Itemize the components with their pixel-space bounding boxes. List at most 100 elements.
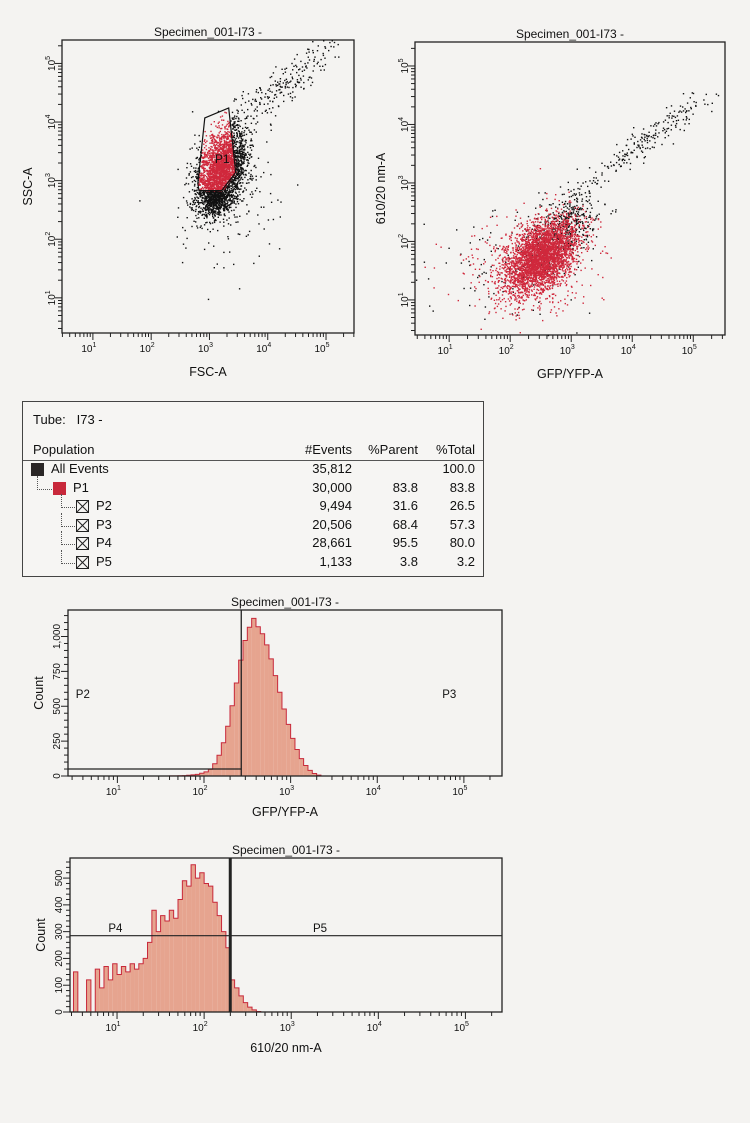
event-point <box>264 110 267 112</box>
event-point <box>221 194 223 196</box>
event-point <box>223 182 225 184</box>
event-point <box>563 210 565 212</box>
event-point <box>218 143 221 146</box>
event-point <box>232 156 234 158</box>
event-point <box>251 179 253 181</box>
event-point <box>224 152 227 155</box>
event-point <box>237 195 239 197</box>
event-point <box>223 175 225 178</box>
event-point <box>211 134 213 137</box>
event-point <box>230 190 232 192</box>
event-point <box>228 189 231 191</box>
event-point <box>237 120 239 122</box>
event-point <box>245 235 248 237</box>
event-point <box>304 62 306 65</box>
event-point <box>573 188 575 191</box>
event-point <box>255 123 257 125</box>
event-point <box>212 167 215 170</box>
y-tick-exponent: 2 <box>45 232 52 236</box>
y-tick-exponent: 4 <box>398 117 405 121</box>
event-point <box>588 225 590 228</box>
event-point <box>242 127 244 130</box>
event-point <box>460 262 463 264</box>
event-point <box>570 226 572 228</box>
event-point <box>212 195 214 197</box>
event-point <box>195 221 197 223</box>
event-point <box>244 169 246 172</box>
event-point <box>207 163 210 165</box>
y-tick-exponent: 2 <box>398 234 405 238</box>
event-point <box>683 129 685 132</box>
event-point <box>231 191 234 194</box>
event-point <box>650 125 652 127</box>
event-point <box>228 180 231 183</box>
event-point <box>322 52 324 55</box>
event-point <box>208 180 211 182</box>
event-point <box>216 171 218 174</box>
event-point <box>423 223 425 225</box>
event-point <box>139 200 141 202</box>
event-point <box>520 222 522 224</box>
event-point <box>629 168 631 171</box>
event-point <box>576 208 578 211</box>
event-point <box>212 203 214 205</box>
event-point <box>232 138 234 141</box>
event-point <box>585 181 587 183</box>
event-point <box>253 165 255 168</box>
event-point <box>223 134 225 136</box>
event-point <box>711 110 713 113</box>
event-point <box>200 154 203 157</box>
event-point <box>221 158 223 160</box>
event-point <box>617 156 620 158</box>
event-point <box>213 196 215 198</box>
event-point <box>255 179 257 181</box>
event-point <box>221 148 223 150</box>
event-point <box>201 186 204 189</box>
event-point <box>203 160 205 162</box>
event-point <box>448 247 450 249</box>
event-point <box>214 152 216 154</box>
event-point <box>185 177 188 179</box>
event-point <box>223 147 225 149</box>
event-point <box>241 138 243 141</box>
event-point <box>238 169 240 171</box>
event-point <box>581 247 583 249</box>
event-point <box>213 144 215 147</box>
event-point <box>214 201 216 203</box>
event-point <box>642 146 644 148</box>
event-point <box>205 191 207 193</box>
event-point <box>214 187 217 189</box>
event-point <box>297 184 299 186</box>
event-point <box>637 144 639 146</box>
event-point <box>501 280 503 283</box>
event-point <box>203 194 205 196</box>
event-point <box>518 266 520 268</box>
event-point <box>260 98 263 100</box>
event-point <box>226 188 229 190</box>
event-point <box>219 178 221 180</box>
event-point <box>212 168 214 171</box>
event-point <box>319 65 321 67</box>
event-point <box>615 170 617 172</box>
event-point <box>580 228 582 230</box>
event-point <box>582 203 584 206</box>
event-point <box>589 228 591 230</box>
gate-p1-polygon[interactable] <box>197 107 237 192</box>
event-point <box>228 131 231 133</box>
event-point <box>629 162 632 165</box>
event-point <box>233 136 235 139</box>
event-point <box>631 151 634 154</box>
event-point <box>688 110 690 112</box>
event-point <box>217 168 219 170</box>
event-point <box>570 240 573 243</box>
event-point <box>236 109 238 111</box>
event-point <box>227 136 229 138</box>
event-point <box>563 193 565 195</box>
event-point <box>589 180 591 182</box>
event-point <box>641 141 643 143</box>
event-point <box>558 215 560 217</box>
event-point <box>231 169 234 171</box>
event-point <box>316 63 318 65</box>
event-point <box>601 162 603 164</box>
event-point <box>205 208 207 210</box>
